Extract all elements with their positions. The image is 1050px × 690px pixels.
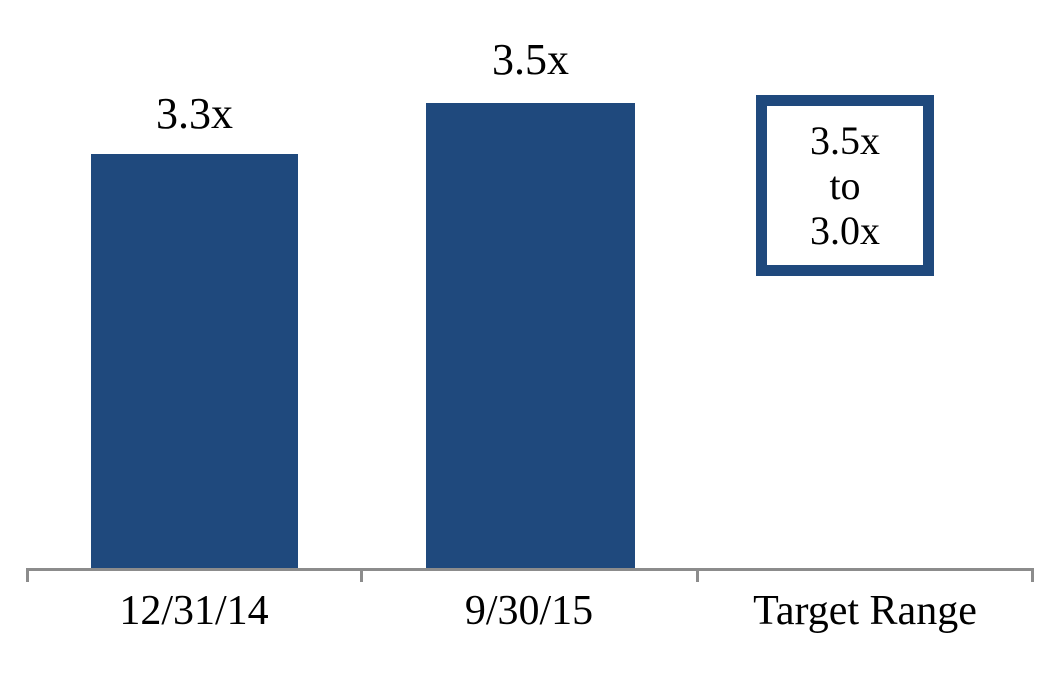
- bar-9-30-15: [426, 103, 635, 568]
- x-axis-tick: [360, 568, 363, 582]
- x-axis-tick: [696, 568, 699, 582]
- target-range-high-label: 3.5x: [810, 118, 880, 163]
- x-axis-line: [26, 568, 1034, 571]
- x-axis-tick: [26, 568, 29, 582]
- x-axis-tick: [1031, 568, 1034, 582]
- target-range-separator-label: to: [829, 163, 861, 208]
- category-label-9-30-15: 9/30/15: [464, 588, 594, 634]
- category-label-target-range: Target Range: [753, 588, 977, 634]
- target-range-box: 3.5x to 3.0x: [756, 95, 934, 276]
- bar-value-label-12-31-14: 3.3x: [156, 89, 233, 138]
- bar-12-31-14: [91, 154, 298, 568]
- bar-value-label-9-30-15: 3.5x: [492, 35, 569, 84]
- target-range-low-label: 3.0x: [810, 208, 880, 253]
- category-label-12-31-14: 12/31/14: [119, 588, 269, 634]
